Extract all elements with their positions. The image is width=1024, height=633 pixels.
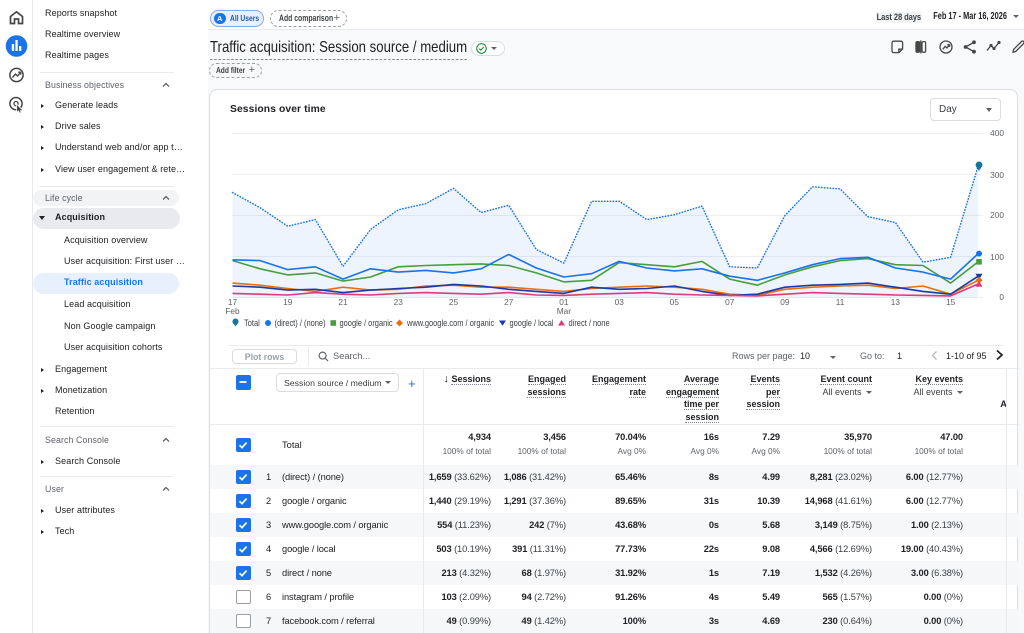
- svg-text:Feb: Feb: [225, 306, 240, 316]
- svg-text:07: 07: [725, 297, 735, 307]
- svg-text:11: 11: [836, 297, 845, 307]
- svg-text:100: 100: [990, 252, 1004, 262]
- svg-text:15: 15: [946, 297, 956, 307]
- svg-text:0: 0: [999, 292, 1004, 302]
- svg-text:Total: Total: [244, 318, 260, 328]
- svg-text:google / organic: google / organic: [340, 318, 393, 328]
- svg-text:19: 19: [283, 297, 293, 307]
- svg-text:(direct) / (none): (direct) / (none): [275, 318, 326, 328]
- svg-text:17: 17: [228, 297, 238, 307]
- svg-text:09: 09: [780, 297, 790, 307]
- svg-text:Mar: Mar: [557, 306, 572, 316]
- svg-text:300: 300: [990, 170, 1004, 180]
- svg-text:www.google.com / organic: www.google.com / organic: [406, 318, 494, 328]
- svg-text:25: 25: [449, 297, 459, 307]
- svg-text:200: 200: [990, 210, 1004, 220]
- svg-text:google / local: google / local: [510, 318, 554, 328]
- svg-text:27: 27: [504, 297, 514, 307]
- svg-text:direct / none: direct / none: [569, 318, 611, 328]
- svg-text:05: 05: [670, 297, 680, 307]
- svg-text:03: 03: [615, 297, 625, 307]
- svg-text:13: 13: [891, 297, 901, 307]
- svg-text:01: 01: [559, 297, 569, 307]
- svg-text:21: 21: [338, 297, 348, 307]
- svg-text:23: 23: [394, 297, 404, 307]
- svg-text:400: 400: [990, 128, 1004, 138]
